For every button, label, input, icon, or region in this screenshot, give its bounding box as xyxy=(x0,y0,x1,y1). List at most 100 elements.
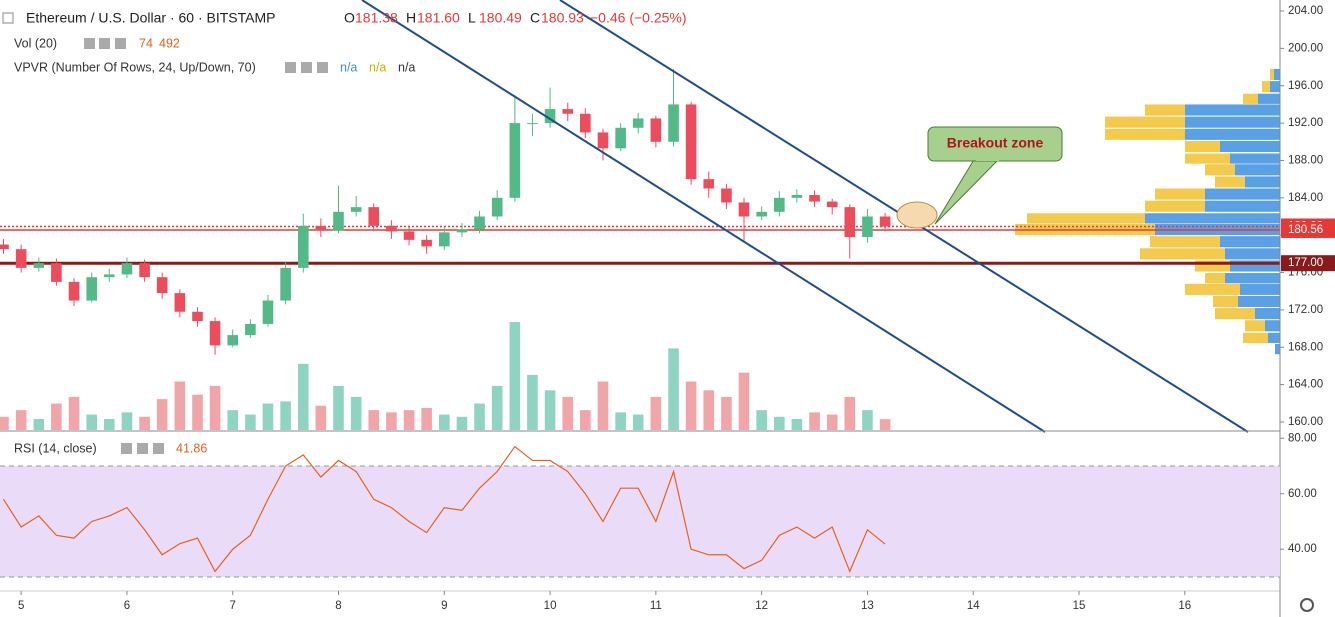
breakout-marker xyxy=(896,201,938,229)
y-tick-label: 192.00 xyxy=(1288,117,1323,129)
x-tick-label: 5 xyxy=(18,600,24,612)
candle-body xyxy=(227,335,239,346)
study-icons xyxy=(84,38,126,49)
vpvr-up xyxy=(1235,164,1280,176)
candle-body xyxy=(103,274,115,278)
icon[interactable] xyxy=(99,38,110,49)
volume-bar xyxy=(139,416,150,430)
candle-body xyxy=(862,216,873,238)
icon[interactable] xyxy=(301,62,312,73)
y-tick-label: 200.00 xyxy=(1288,42,1323,54)
level-label-bg xyxy=(1281,255,1335,272)
volume-bar xyxy=(844,396,856,430)
candle-body xyxy=(33,263,45,268)
icon[interactable] xyxy=(285,62,296,73)
candle-body xyxy=(209,321,221,346)
vpvr-down xyxy=(1243,93,1258,104)
candle-body xyxy=(121,263,133,275)
volume-bar xyxy=(721,396,732,430)
candle-body xyxy=(703,179,715,189)
icon[interactable] xyxy=(121,443,132,454)
icon[interactable] xyxy=(317,62,328,73)
vpvr-down xyxy=(1155,188,1205,200)
candle-body xyxy=(615,127,626,149)
icon[interactable] xyxy=(153,443,164,454)
candle-body xyxy=(15,249,27,268)
y-tick-label: 164.00 xyxy=(1288,379,1323,391)
level-label-bg xyxy=(1281,221,1335,238)
vpvr-up xyxy=(1220,140,1280,153)
vpvr-status: n/a xyxy=(398,60,415,74)
x-tick-label: 12 xyxy=(755,600,768,612)
candle-body xyxy=(86,277,98,301)
level-label: 180.56 xyxy=(1288,224,1323,236)
candle-body xyxy=(774,197,785,212)
ohlc-value: 180.93 xyxy=(541,10,584,26)
x-tick-label: 15 xyxy=(1073,600,1086,612)
vpvr-down xyxy=(1185,283,1240,295)
volume-bar xyxy=(632,414,644,430)
volume-bar xyxy=(227,410,239,430)
vpvr-down xyxy=(1105,128,1185,140)
candle-body xyxy=(350,207,362,212)
y-tick-label: 184.00 xyxy=(1288,192,1323,204)
candle-body xyxy=(580,113,591,133)
vpvr-down xyxy=(1215,308,1255,320)
rsi-value: 41.86 xyxy=(176,441,207,455)
vpvr-up xyxy=(1258,93,1280,104)
vpvr-up xyxy=(1270,81,1280,93)
icon[interactable] xyxy=(137,443,148,454)
candle-body xyxy=(738,202,750,217)
candle-body xyxy=(844,207,856,238)
vpvr-up xyxy=(1240,283,1280,295)
x-tick-label: 13 xyxy=(861,600,874,612)
symbol-title: Ethereum / U.S. Dollar · 60 · BITSTAMP xyxy=(26,10,275,26)
ohlc-value: 181.60 xyxy=(417,10,460,26)
vpvr-down xyxy=(1243,332,1268,344)
candle-body xyxy=(597,132,609,149)
volume-bar xyxy=(756,410,767,430)
vpvr-down xyxy=(1270,68,1274,81)
volume-last: 492 xyxy=(159,36,180,50)
volume-bar xyxy=(791,418,803,430)
candle-body xyxy=(809,195,820,202)
vpvr-up xyxy=(1185,128,1280,140)
candle-body xyxy=(668,104,679,142)
ohlc-header: O 181.38 H 181.60 L 180.49 C 180.93 xyxy=(344,10,584,26)
vpvr-up xyxy=(1205,188,1280,200)
candle-body xyxy=(156,277,168,294)
candle-body xyxy=(421,239,432,247)
volume-bar xyxy=(491,385,503,430)
volume-bar xyxy=(509,321,521,430)
volume-bar xyxy=(562,396,574,430)
candle-body xyxy=(791,195,803,198)
candle-body xyxy=(438,232,450,247)
volume-bar xyxy=(386,412,397,430)
volume-bar xyxy=(51,403,62,430)
candle-body xyxy=(474,216,485,230)
volume-bar xyxy=(826,414,838,430)
volume-bar xyxy=(862,410,873,430)
ohlc-value: 180.49 xyxy=(479,10,522,26)
icon[interactable] xyxy=(84,38,95,49)
vpvr-up xyxy=(1145,213,1280,224)
candle-body xyxy=(280,267,291,301)
x-tick-label: 8 xyxy=(335,600,341,612)
candle-body xyxy=(386,225,397,232)
settings-icon[interactable] xyxy=(1300,598,1314,612)
volume-bar xyxy=(280,401,291,430)
volume-bar xyxy=(668,348,679,430)
volume-bar xyxy=(403,410,415,430)
vpvr-up xyxy=(1225,248,1280,260)
vpvr-down xyxy=(1205,273,1225,284)
icon[interactable] xyxy=(115,38,126,49)
volume-bar xyxy=(15,410,27,430)
vpvr-up xyxy=(1230,153,1280,164)
study-icons xyxy=(121,443,164,454)
x-tick-label: 14 xyxy=(967,600,980,612)
vpvr-down xyxy=(1145,200,1205,212)
volume-bar xyxy=(879,419,891,430)
x-tick-label: 11 xyxy=(650,600,662,612)
candle-body xyxy=(544,109,556,124)
collapse-icon[interactable] xyxy=(2,12,14,24)
